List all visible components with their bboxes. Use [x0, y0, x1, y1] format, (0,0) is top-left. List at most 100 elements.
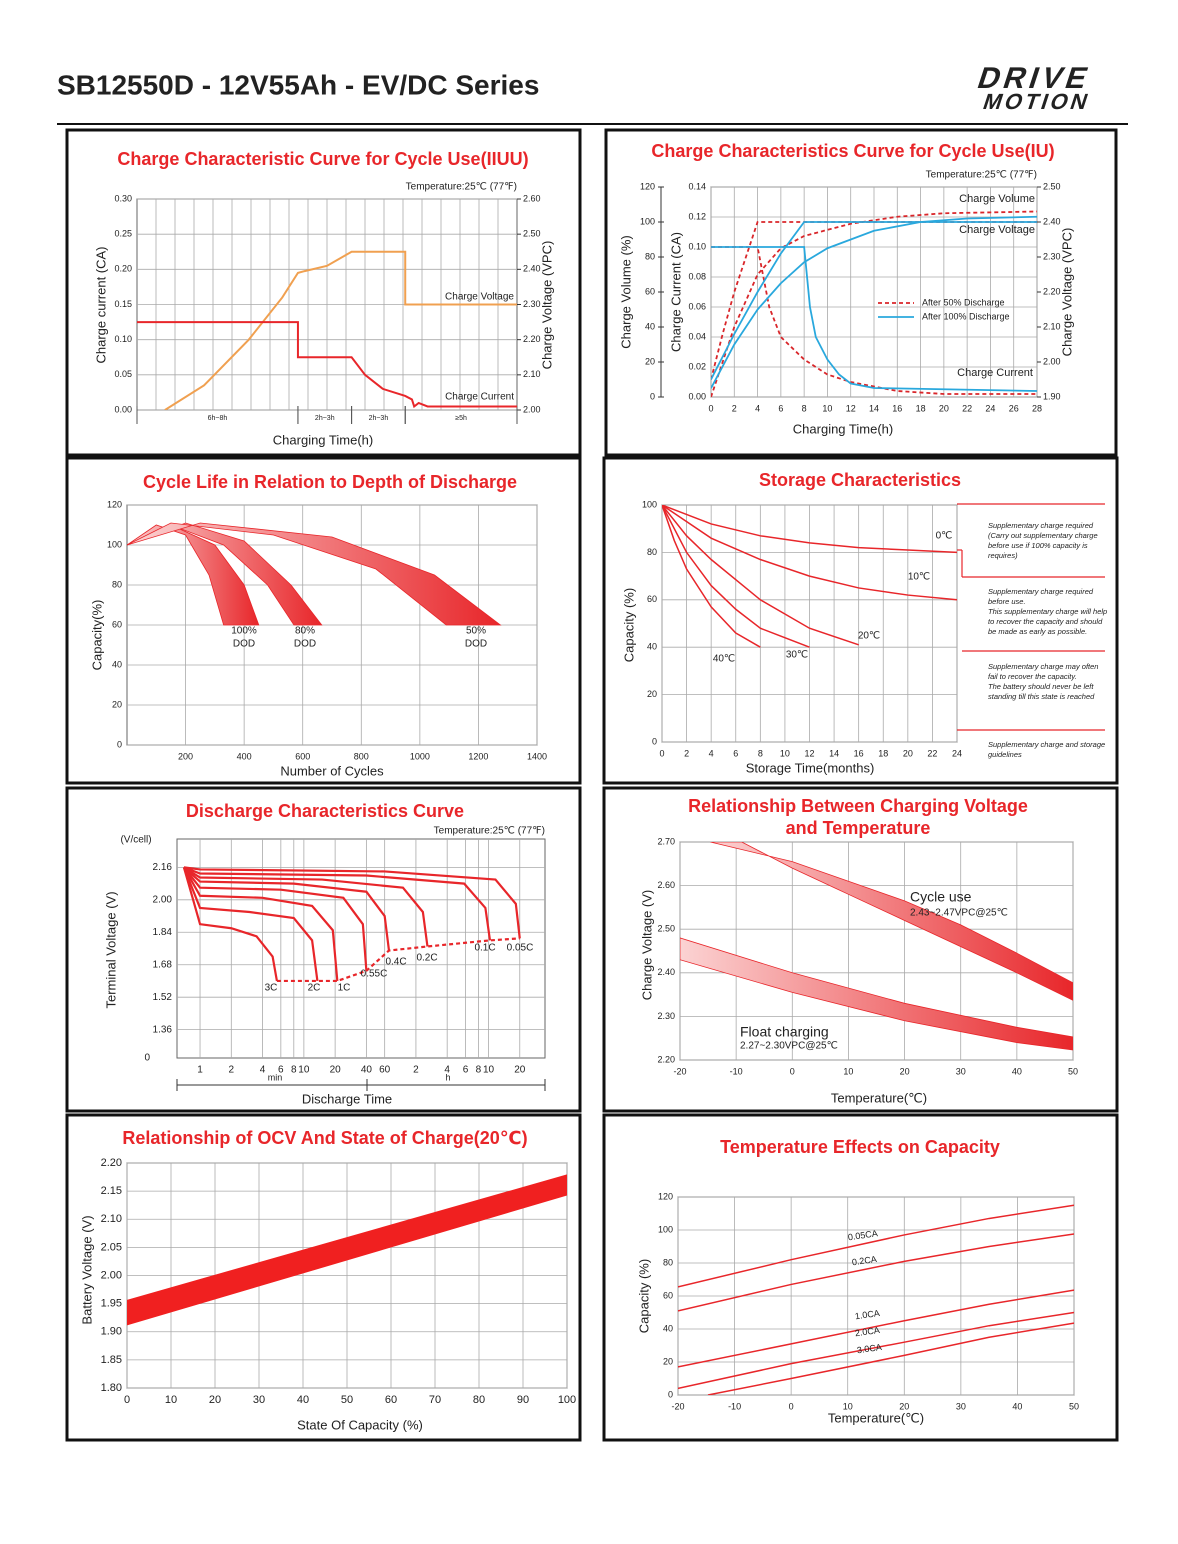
y-tick-label: 0.25 — [114, 229, 132, 239]
y-tick-label: 0 — [668, 1389, 673, 1399]
annotation: 80% — [295, 626, 315, 637]
note-line: The battery should never be left — [988, 682, 1094, 691]
y-tick-label: 2.00 — [153, 894, 173, 905]
y-tick-label: 1.90 — [101, 1326, 122, 1338]
y2-tick-label: 2.40 — [523, 264, 541, 274]
y-tick-label: 40 — [112, 659, 122, 669]
y-tick-label: 20 — [663, 1356, 673, 1366]
annotation: min — [268, 1072, 283, 1082]
segment-label: 6h~8h — [208, 415, 228, 422]
y-tick-label: 2.30 — [657, 1011, 675, 1021]
y3-axis-label: Charge Volume (%) — [618, 235, 633, 348]
series-label: Charge Voltage — [445, 292, 514, 303]
x-tick-label: 0 — [708, 403, 713, 413]
x-axis-label: Temperature(℃) — [828, 1410, 924, 1425]
note-line: guidelines — [988, 750, 1022, 759]
band — [127, 522, 502, 626]
y-axis-label: Terminal Voltage (V) — [103, 891, 118, 1008]
x-tick-label: 22 — [962, 403, 972, 413]
series-group — [680, 842, 1073, 1051]
x-tick-label: -20 — [673, 1066, 686, 1076]
segment-label: 2h~3h — [369, 415, 389, 422]
y-tick-label: 0 — [117, 739, 122, 749]
x-tick-label: 20 — [209, 1394, 221, 1406]
x-tick-label: 8 — [291, 1065, 297, 1076]
y2-tick-label: 2.10 — [1043, 321, 1061, 331]
y-tick-label: 0.10 — [114, 334, 132, 344]
x-tick-label: 40 — [297, 1394, 309, 1406]
x-tick-label: 50 — [1068, 1066, 1078, 1076]
y-tick-label: 0.08 — [688, 271, 706, 281]
series-group — [127, 522, 502, 626]
note-line: Supplementary charge may often — [988, 662, 1098, 671]
y-tick-label: 0.05 — [114, 369, 132, 379]
series-label: 0.05C — [507, 943, 534, 954]
x-axis-label: Number of Cycles — [280, 763, 384, 778]
y3-tick-label: 40 — [645, 321, 655, 331]
x-tick-label: 60 — [379, 1065, 391, 1076]
x-tick-label: 14 — [869, 403, 879, 413]
x-tick-label: 1400 — [527, 751, 547, 761]
x-tick-label: 10 — [483, 1065, 495, 1076]
x-tick-label: 24 — [985, 403, 995, 413]
series-group — [137, 250, 517, 410]
y-tick-label: 100 — [642, 499, 657, 509]
y-tick-label: 120 — [658, 1191, 673, 1201]
y2-tick-label: 2.10 — [523, 369, 541, 379]
x-tick-label: 0 — [124, 1394, 130, 1406]
y-tick-label: 2.16 — [153, 862, 173, 873]
annotation: DOD — [233, 639, 255, 650]
series-group — [662, 505, 957, 648]
x-tick-label: 24 — [952, 748, 962, 758]
x-tick-label: 10 — [843, 1066, 853, 1076]
y-tick-label: 2.10 — [101, 1213, 122, 1225]
logo: DRIVE MOTION — [973, 61, 1096, 114]
x-tick-label: 6 — [733, 748, 738, 758]
legend-label: After 100% Discharge — [922, 311, 1010, 321]
note-line: Supplementary charge and storage — [988, 740, 1105, 749]
annotation: 50% — [466, 626, 486, 637]
x-tick-label: 20 — [903, 748, 913, 758]
curve — [183, 866, 429, 947]
chart-title: and Temperature — [786, 818, 931, 838]
y-tick-label: 2.40 — [657, 967, 675, 977]
series-label: Charge Current — [445, 392, 514, 403]
x-tick-label: 10 — [298, 1065, 310, 1076]
series-label: 0.05CA — [847, 1228, 878, 1242]
curve — [711, 215, 1037, 389]
annotation: h — [445, 1072, 450, 1082]
note-line: requires) — [988, 551, 1018, 560]
note-line: be made as early as possible. — [988, 627, 1087, 636]
x-tick-label: 12 — [804, 748, 814, 758]
x-tick-label: -10 — [730, 1066, 743, 1076]
curve — [678, 1311, 1074, 1390]
y-tick-label: 1.85 — [101, 1354, 122, 1366]
note-line: (Carry out supplementary charge — [988, 531, 1098, 540]
y2-tick-label: 2.00 — [1043, 356, 1061, 366]
chart-subtitle: Temperature:25℃ (77℉) — [406, 182, 517, 193]
annotation: Charge Volume — [959, 193, 1035, 205]
curve — [711, 246, 1037, 392]
curve — [711, 210, 1037, 397]
series-label: 0.55C — [361, 969, 388, 980]
curve — [707, 1322, 1074, 1395]
y-tick-label: 100 — [658, 1224, 673, 1234]
chart-title: Charge Characteristics Curve for Cycle U… — [651, 141, 1054, 161]
x-tick-label: 20 — [330, 1065, 342, 1076]
series-label: 0.1C — [474, 943, 495, 954]
y2-tick-label: 2.60 — [523, 193, 541, 203]
y-tick-label: 2.00 — [101, 1269, 122, 1281]
note-line: standing till this state is reached — [988, 692, 1095, 701]
curve — [662, 505, 957, 601]
segment-label: 2h~3h — [315, 415, 335, 422]
note-line: before use if 100% capacity is — [988, 541, 1088, 550]
x-tick-label: 20 — [514, 1065, 526, 1076]
series-label: 30℃ — [786, 650, 808, 661]
y2-tick-label: 2.20 — [523, 334, 541, 344]
y2-tick-label: 2.00 — [523, 404, 541, 414]
series-group — [711, 210, 1037, 397]
curve — [678, 1233, 1074, 1312]
x-tick-label: 10 — [780, 748, 790, 758]
curve — [662, 505, 957, 554]
